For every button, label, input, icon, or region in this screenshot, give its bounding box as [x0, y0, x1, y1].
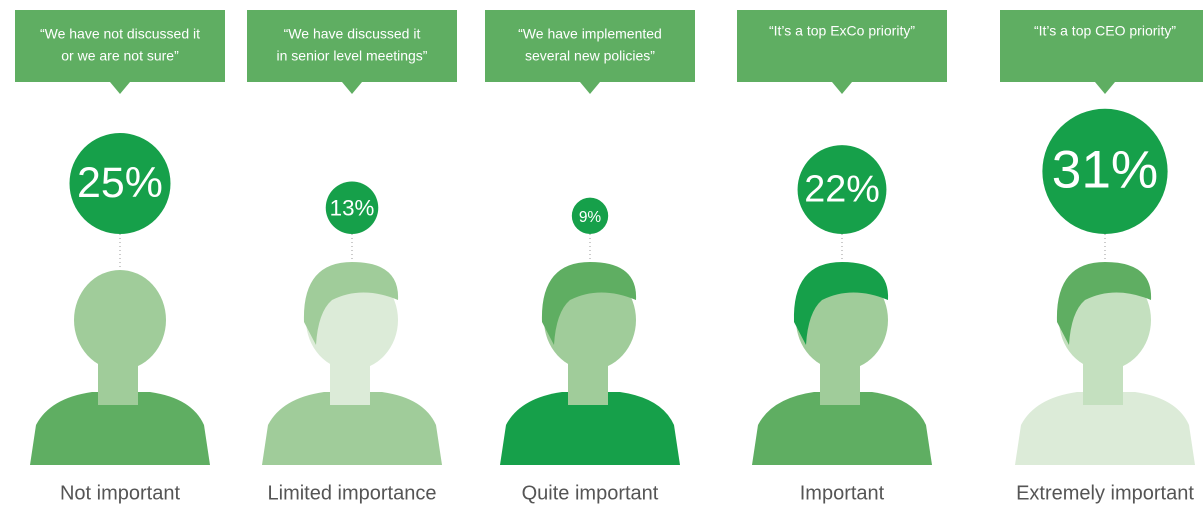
quote-text: “It’s a top CEO priority”: [1034, 23, 1176, 39]
head: [74, 270, 166, 370]
shoulders: [30, 392, 210, 465]
quote-text: “We have not discussed it: [40, 26, 200, 42]
bubble: [69, 133, 171, 234]
quote-text: “We have implemented: [518, 26, 662, 42]
quote-box: [485, 10, 695, 82]
quote-box: [15, 10, 225, 82]
category-label: Not important: [60, 482, 180, 504]
quote-box: [247, 10, 457, 82]
bubble-label: 13%: [330, 196, 375, 221]
quote-text: “It’s a top ExCo priority”: [769, 23, 915, 39]
category-label: Quite important: [522, 482, 659, 504]
quote-text: or we are not sure”: [61, 48, 179, 64]
category-label: Important: [800, 482, 885, 504]
shoulders: [752, 392, 932, 465]
shoulders: [262, 392, 442, 465]
hair: [303, 262, 399, 345]
shoulders: [500, 392, 680, 465]
bubble: [797, 145, 887, 234]
quote-pointer: [342, 82, 362, 94]
category-label: Limited importance: [268, 482, 437, 504]
hair: [793, 262, 889, 345]
bubble: [325, 181, 379, 235]
quote-pointer: [1095, 82, 1115, 94]
bubble-label: 31%: [1052, 140, 1159, 199]
quote-text: several new policies”: [525, 48, 655, 64]
quote-text: “We have discussed it: [284, 26, 421, 42]
shoulders: [1015, 392, 1195, 465]
hair: [541, 262, 637, 345]
bubble-label: 9%: [579, 209, 602, 226]
quote-box: [1000, 10, 1203, 82]
quote-pointer: [110, 82, 130, 94]
quote-box: [737, 10, 947, 82]
quote-text: in senior level meetings”: [277, 48, 428, 64]
bubble: [1042, 108, 1168, 234]
category-label: Extremely important: [1016, 482, 1194, 504]
bubble-label: 22%: [804, 169, 880, 211]
quote-pointer: [832, 82, 852, 94]
quote-pointer: [580, 82, 600, 94]
bubble-label: 25%: [77, 159, 163, 207]
bubble: [571, 197, 609, 235]
hair: [1056, 262, 1152, 345]
